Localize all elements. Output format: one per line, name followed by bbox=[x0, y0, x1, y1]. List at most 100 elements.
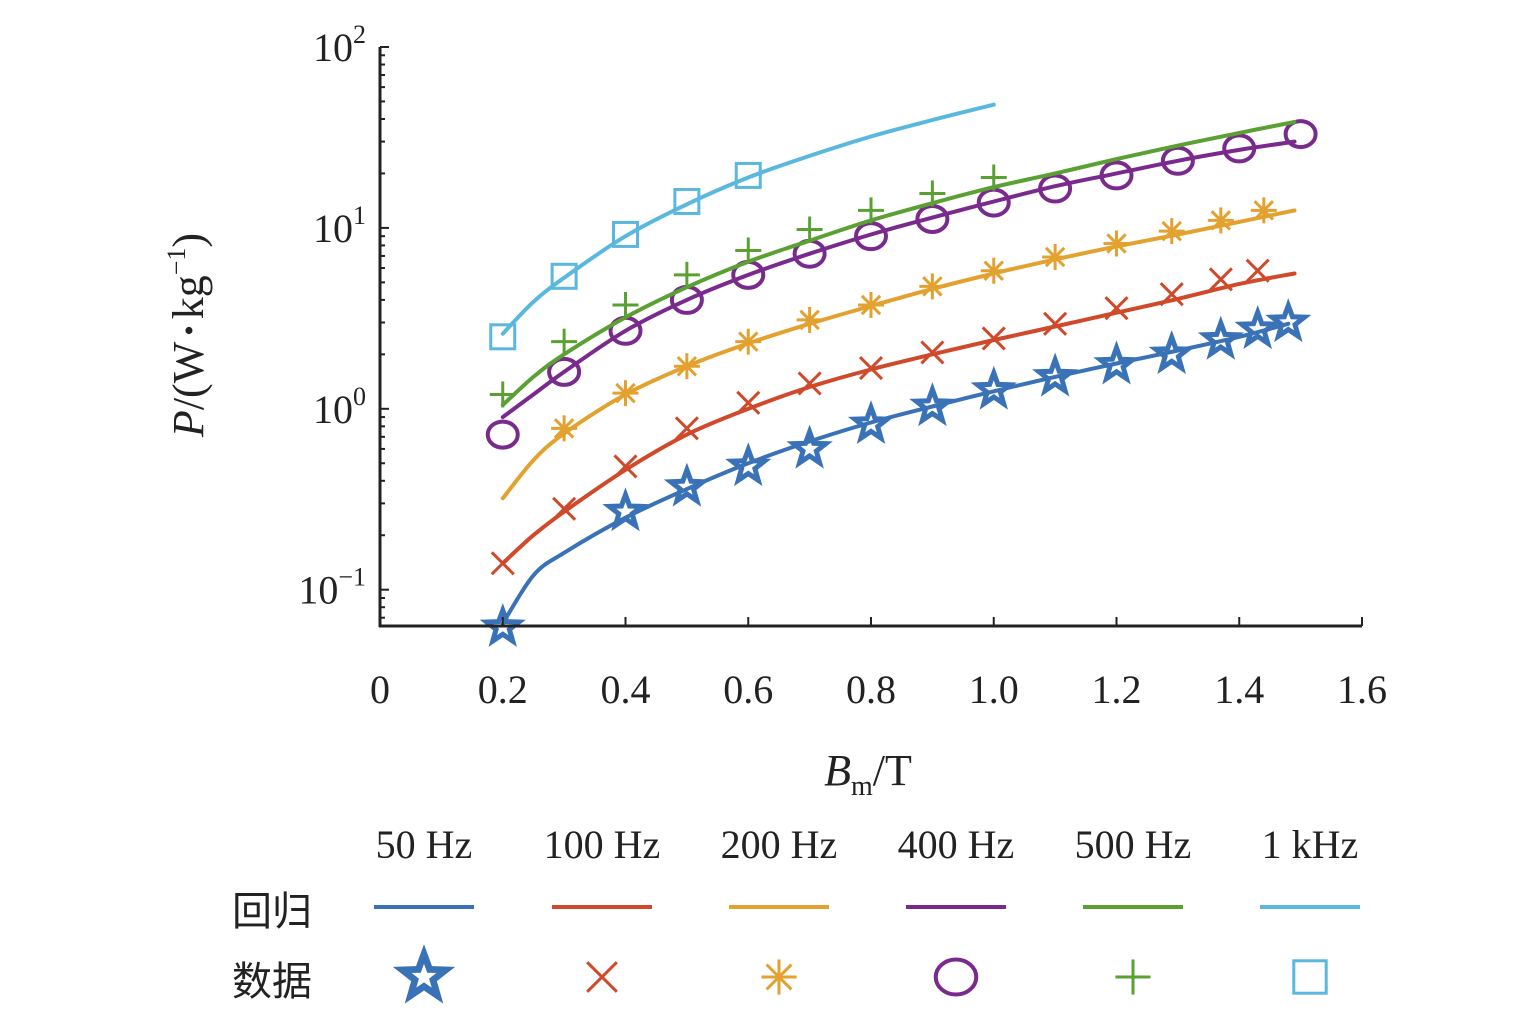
data-point-asterisk bbox=[761, 959, 797, 995]
data-point-star bbox=[1197, 315, 1244, 360]
data-point-plus bbox=[1115, 959, 1151, 995]
series-200-hz bbox=[500, 197, 1297, 501]
data-point-star bbox=[909, 382, 956, 427]
data-point-circle bbox=[1160, 145, 1195, 176]
data-point-asterisk bbox=[919, 273, 946, 300]
data-point-x bbox=[981, 326, 1006, 351]
data-point-plus bbox=[796, 216, 823, 243]
x-axis-title: Bm/T bbox=[824, 746, 912, 802]
data-point-asterisk bbox=[796, 306, 823, 333]
data-point-circle bbox=[1283, 119, 1318, 150]
x-tick-label: 1.4 bbox=[1214, 667, 1264, 712]
x-tick-label: 1.2 bbox=[1092, 667, 1142, 712]
data-point-star bbox=[1234, 304, 1281, 350]
data-point-circle bbox=[485, 419, 520, 450]
data-point-square bbox=[550, 262, 578, 290]
data-point-square bbox=[1292, 959, 1328, 995]
data-point-plus bbox=[673, 261, 700, 288]
data-point-x bbox=[613, 454, 638, 479]
data-point-star bbox=[1032, 352, 1079, 397]
legend-label: 100 Hz bbox=[544, 822, 661, 867]
legend-label: 400 Hz bbox=[898, 822, 1015, 867]
data-point-plus bbox=[919, 180, 946, 207]
data-point-x bbox=[1043, 311, 1068, 336]
data-point-asterisk bbox=[1103, 230, 1130, 257]
fit-line bbox=[500, 208, 1297, 501]
fit-line bbox=[500, 271, 1297, 566]
data-point-x bbox=[552, 496, 577, 521]
data-point-plus bbox=[980, 164, 1007, 191]
x-ticks: 0 0.2 0.4 0.6 0.8 1.0 1.2 1.4 1.6 bbox=[370, 617, 1387, 712]
legend-data-row-label: 数据 bbox=[232, 959, 312, 1005]
data-point-x bbox=[797, 371, 822, 396]
data-point-square bbox=[612, 220, 639, 248]
legend-label: 1 kHz bbox=[1262, 822, 1359, 867]
fit-line bbox=[500, 139, 1297, 420]
data-point-x bbox=[1159, 282, 1184, 307]
y-tick-label: 102 bbox=[313, 20, 366, 70]
data-point-circle bbox=[933, 957, 979, 997]
data-point-star bbox=[970, 365, 1017, 410]
data-point-square bbox=[734, 161, 762, 189]
legend-entries: 50 Hz 100 Hz 200 Hz 400 Hz 500 Hz 1 kHz bbox=[374, 822, 1360, 1004]
x-tick-label: 1.0 bbox=[969, 667, 1019, 712]
data-point-asterisk bbox=[612, 380, 639, 407]
fit-line bbox=[500, 120, 1297, 407]
data-point-asterisk bbox=[1207, 207, 1234, 234]
data-point-asterisk bbox=[980, 257, 1007, 284]
y-tick-label: 10−1 bbox=[298, 563, 366, 613]
data-point-plus bbox=[551, 328, 578, 355]
legend-label: 50 Hz bbox=[376, 822, 473, 867]
y-tick-label: 101 bbox=[313, 201, 366, 251]
data-point-plus bbox=[612, 291, 639, 318]
x-tick-label: 0.2 bbox=[478, 667, 528, 712]
data-point-star bbox=[847, 400, 895, 444]
data-point-x bbox=[1104, 296, 1129, 321]
series-1-khz bbox=[489, 102, 996, 351]
data-point-asterisk bbox=[858, 291, 884, 318]
data-point-x bbox=[586, 961, 618, 993]
legend: 回归 数据 50 Hz 100 Hz 200 Hz 400 Hz 500 Hz 1 kHz bbox=[232, 822, 1360, 1005]
series-400-hz bbox=[485, 119, 1318, 450]
data-point-asterisk bbox=[673, 353, 700, 380]
data-point-x bbox=[920, 340, 945, 365]
data-point-star bbox=[479, 603, 526, 647]
y-tick-label: 100 bbox=[313, 382, 366, 432]
data-point-square bbox=[673, 187, 701, 215]
data-point-star bbox=[602, 487, 649, 532]
y-ticks: 10−1 100 101 102 bbox=[298, 20, 389, 619]
data-point-plus bbox=[489, 381, 516, 408]
data-point-star bbox=[663, 462, 710, 507]
x-tick-label: 0.8 bbox=[846, 667, 896, 712]
legend-label: 500 Hz bbox=[1075, 822, 1192, 867]
data-point-x bbox=[490, 551, 515, 576]
data-point-circle bbox=[1038, 173, 1073, 204]
data-point-x bbox=[858, 355, 884, 381]
data-point-x bbox=[674, 416, 699, 441]
data-point-star bbox=[392, 944, 456, 1004]
data-point-x bbox=[1245, 258, 1270, 283]
legend-fit-row-label: 回归 bbox=[232, 889, 312, 935]
data-point-star bbox=[1265, 298, 1312, 343]
data-point-asterisk bbox=[1158, 218, 1185, 245]
fit-line bbox=[500, 102, 996, 336]
axes: 0 0.2 0.4 0.6 0.8 1.0 1.2 1.4 1.6 10−1 100 101 102 bbox=[298, 20, 1387, 712]
data-point-plus bbox=[858, 197, 884, 224]
series-100-hz bbox=[490, 258, 1297, 576]
data-point-asterisk bbox=[551, 415, 578, 442]
data-point-asterisk bbox=[1250, 197, 1277, 224]
x-tick-label: 0 bbox=[370, 667, 390, 712]
data-point-circle bbox=[1222, 133, 1257, 164]
data-point-star bbox=[1093, 340, 1140, 385]
y-axis-title: P/(W•kg−1) bbox=[162, 233, 213, 438]
data-point-circle bbox=[1099, 160, 1134, 191]
data-point-star bbox=[725, 442, 772, 487]
data-point-circle bbox=[547, 356, 582, 387]
data-point-asterisk bbox=[1042, 244, 1069, 271]
x-tick-label: 0.4 bbox=[601, 667, 651, 712]
x-tick-label: 0.6 bbox=[723, 667, 773, 712]
data-point-plus bbox=[735, 237, 762, 264]
data-point-star bbox=[786, 424, 833, 469]
x-tick-label: 1.6 bbox=[1337, 667, 1387, 712]
